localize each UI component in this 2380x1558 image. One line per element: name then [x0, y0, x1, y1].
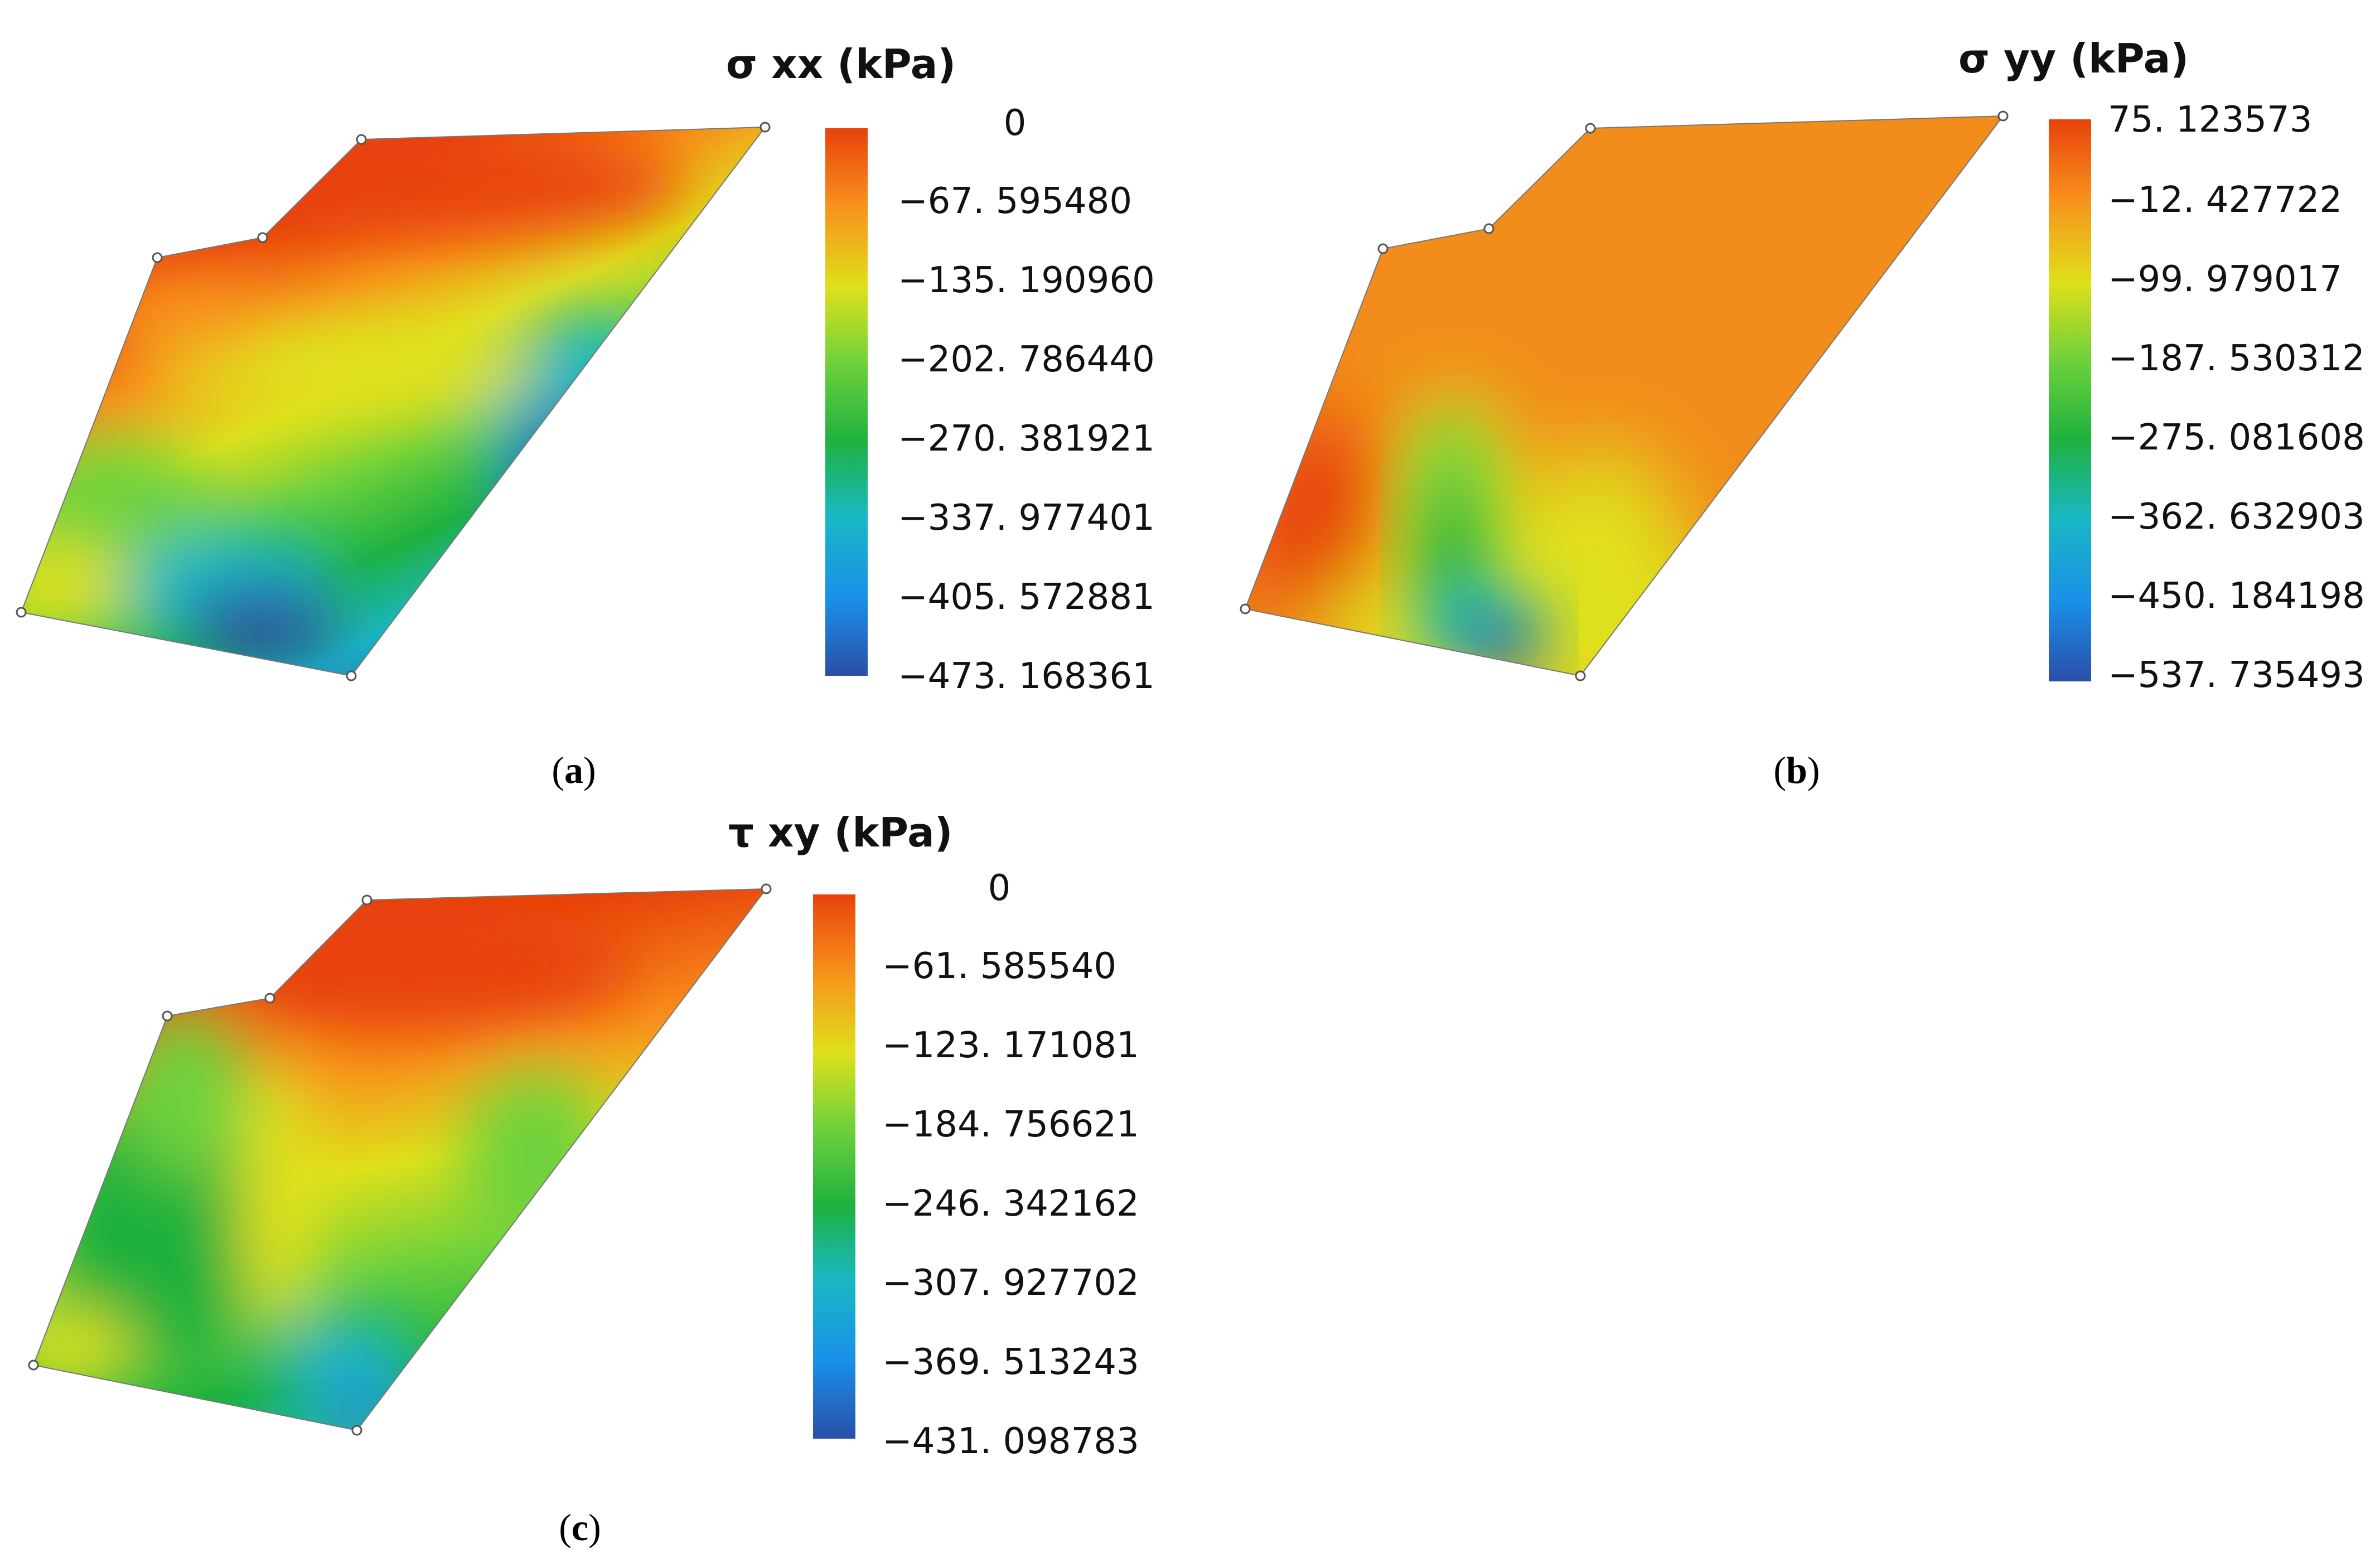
caption-c: (c)	[559, 1506, 601, 1549]
tick-label: −202. 786440	[898, 339, 1155, 380]
node	[16, 607, 27, 618]
tick-label: −473. 168361	[898, 656, 1155, 697]
colorbar-title-b: σ yy (kPa)	[1958, 35, 2189, 82]
contour-plot-c	[33, 889, 766, 1430]
tick-label: −67. 595480	[898, 181, 1132, 222]
colorbar-c	[813, 894, 855, 1439]
tick-label: −275. 081608	[2108, 417, 2365, 458]
tick-label: −99. 979017	[2108, 259, 2342, 300]
node	[257, 232, 268, 243]
node	[346, 670, 357, 681]
tick-label: −123. 171081	[882, 1025, 1139, 1066]
contour-plot-b	[1245, 116, 2003, 676]
tick-label: −12. 427722	[2108, 180, 2342, 221]
node	[361, 894, 373, 906]
node	[1483, 223, 1494, 234]
node	[356, 134, 367, 145]
node	[351, 1425, 362, 1436]
boundary-nodes-a	[16, 122, 771, 681]
colorbar-b	[2049, 119, 2091, 681]
colorbar-a	[825, 128, 868, 676]
tick-label: −537. 735493	[2108, 655, 2365, 696]
tick-label: −270. 381921	[898, 418, 1155, 459]
panel-a: σ xx (kPa) 0 −67. 595480 −135. 190960 −2…	[16, 41, 1155, 791]
colorbar-ticks-a: 0 −67. 595480 −135. 190960 −202. 786440 …	[898, 103, 1155, 697]
tick-label: −135. 190960	[898, 260, 1155, 301]
tick-label: 75. 123573	[2108, 99, 2312, 141]
tick-label: −450. 184198	[2108, 575, 2365, 617]
node	[761, 883, 772, 894]
colorbar-ticks-b: 75. 123573 −12. 427722 −99. 979017 −187.…	[2108, 99, 2365, 696]
tick-label: −431. 098783	[882, 1421, 1139, 1462]
node	[1575, 670, 1586, 681]
node	[760, 122, 771, 133]
caption-a: (a)	[552, 749, 596, 791]
tick-label: −61. 585540	[882, 946, 1116, 987]
node	[162, 1010, 173, 1022]
boundary-nodes-c	[28, 883, 772, 1436]
colorbar-title-a: σ xx (kPa)	[726, 41, 956, 88]
tick-label: −369. 513243	[882, 1342, 1139, 1383]
tick-label: −307. 927702	[882, 1262, 1139, 1304]
tick-label: 0	[1004, 103, 1027, 144]
tick-label: −184. 756621	[882, 1104, 1139, 1145]
tick-label: −187. 530312	[2108, 338, 2365, 379]
node	[28, 1359, 39, 1371]
caption-b: (b)	[1773, 749, 1820, 791]
node	[152, 252, 163, 263]
tick-label: −246. 342162	[882, 1183, 1139, 1225]
panel-b: σ yy (kPa) 75. 123573 −12. 427722 −99. 9…	[1240, 35, 2365, 791]
tick-label: −337. 977401	[898, 497, 1155, 539]
node	[1585, 123, 1596, 134]
node	[1377, 243, 1389, 254]
colorbar-title-c: τ xy (kPa)	[728, 809, 953, 856]
node	[1240, 603, 1251, 615]
tick-label: −362. 632903	[2108, 496, 2365, 538]
panel-c: τ xy (kPa) 0 −61. 585540 −123. 171081 −1…	[28, 809, 1139, 1549]
node	[264, 993, 275, 1004]
boundary-nodes-b	[1240, 110, 2009, 681]
tick-label: −405. 572881	[898, 577, 1155, 618]
colorbar-ticks-c: 0 −61. 585540 −123. 171081 −184. 756621 …	[882, 868, 1139, 1462]
node	[1997, 110, 2009, 122]
contour-plot-a	[21, 127, 765, 676]
tick-label: 0	[988, 868, 1011, 909]
